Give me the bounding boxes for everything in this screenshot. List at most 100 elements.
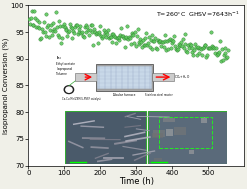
Point bbox=[48, 28, 52, 31]
Point bbox=[214, 46, 218, 49]
Point bbox=[208, 46, 212, 50]
Point bbox=[217, 50, 221, 53]
Point bbox=[45, 26, 49, 29]
Point bbox=[67, 29, 71, 33]
Point bbox=[150, 48, 154, 51]
Point bbox=[168, 37, 172, 40]
Point bbox=[63, 26, 67, 29]
Point bbox=[97, 33, 101, 36]
Point bbox=[74, 23, 78, 26]
Point bbox=[47, 35, 51, 38]
Point bbox=[42, 21, 46, 24]
Point bbox=[196, 46, 200, 49]
Point bbox=[127, 35, 131, 38]
Point bbox=[223, 46, 226, 49]
Point bbox=[137, 43, 141, 46]
Point bbox=[167, 39, 171, 42]
Point bbox=[202, 45, 206, 48]
Point bbox=[75, 24, 79, 27]
Point bbox=[210, 44, 214, 47]
Point bbox=[33, 16, 37, 19]
Point bbox=[58, 35, 62, 38]
Point bbox=[107, 37, 111, 40]
Point bbox=[134, 44, 138, 47]
Point bbox=[66, 30, 70, 33]
Point bbox=[69, 26, 73, 29]
Point bbox=[76, 33, 80, 36]
Point bbox=[87, 33, 91, 36]
Point bbox=[71, 30, 75, 33]
Point bbox=[72, 31, 76, 34]
Point bbox=[203, 43, 206, 46]
Point bbox=[190, 50, 194, 53]
Point bbox=[31, 23, 35, 26]
Point bbox=[225, 55, 229, 58]
Point bbox=[83, 26, 87, 29]
Point bbox=[43, 30, 47, 33]
Point bbox=[163, 33, 166, 36]
Point bbox=[59, 41, 63, 44]
Point bbox=[170, 41, 174, 44]
Point bbox=[90, 31, 94, 34]
Point bbox=[207, 46, 211, 50]
Point bbox=[43, 34, 47, 37]
Point bbox=[108, 35, 112, 38]
Point bbox=[209, 31, 213, 34]
Point bbox=[95, 31, 99, 34]
Point bbox=[37, 26, 41, 29]
Point bbox=[176, 48, 180, 51]
Point bbox=[51, 29, 55, 32]
Point bbox=[138, 38, 142, 41]
Point bbox=[151, 39, 155, 42]
Point bbox=[182, 46, 186, 49]
Point bbox=[93, 31, 97, 34]
Point bbox=[188, 43, 192, 46]
Point bbox=[49, 23, 53, 26]
Point bbox=[164, 48, 168, 51]
Point bbox=[82, 35, 86, 38]
Point bbox=[218, 40, 222, 43]
Point bbox=[41, 31, 45, 34]
Point bbox=[32, 10, 36, 13]
Point bbox=[157, 40, 161, 43]
Point bbox=[27, 17, 31, 20]
Point bbox=[200, 53, 204, 56]
Point bbox=[189, 46, 193, 50]
Point bbox=[143, 37, 146, 40]
Text: T=260°C  GHSV=7643h$^{-1}$: T=260°C GHSV=7643h$^{-1}$ bbox=[157, 10, 240, 19]
Point bbox=[192, 49, 196, 52]
Point bbox=[28, 22, 32, 25]
Point bbox=[224, 57, 228, 60]
Point bbox=[171, 40, 175, 43]
Point bbox=[118, 33, 122, 36]
Point bbox=[195, 53, 199, 56]
Point bbox=[124, 36, 128, 39]
Point bbox=[206, 46, 210, 49]
Point bbox=[120, 35, 124, 38]
Point bbox=[96, 41, 100, 44]
Point bbox=[116, 36, 120, 40]
Point bbox=[115, 37, 119, 40]
Point bbox=[78, 24, 82, 27]
Point bbox=[166, 47, 170, 50]
Point bbox=[80, 30, 84, 33]
Point bbox=[146, 41, 150, 44]
Point bbox=[57, 19, 61, 22]
Point bbox=[78, 27, 82, 30]
Point bbox=[183, 32, 186, 35]
Point bbox=[34, 26, 38, 29]
Y-axis label: Isopropanol Conversion (%): Isopropanol Conversion (%) bbox=[3, 37, 9, 134]
Point bbox=[94, 33, 98, 36]
Point bbox=[50, 33, 54, 36]
Point bbox=[181, 38, 185, 41]
Point bbox=[222, 53, 226, 57]
Point bbox=[98, 30, 102, 33]
Point bbox=[35, 18, 39, 21]
Point bbox=[83, 23, 87, 26]
Point bbox=[130, 33, 134, 36]
Point bbox=[164, 40, 167, 43]
Point bbox=[217, 53, 221, 56]
Point bbox=[40, 27, 44, 30]
Point bbox=[63, 27, 67, 30]
Point bbox=[130, 31, 134, 34]
